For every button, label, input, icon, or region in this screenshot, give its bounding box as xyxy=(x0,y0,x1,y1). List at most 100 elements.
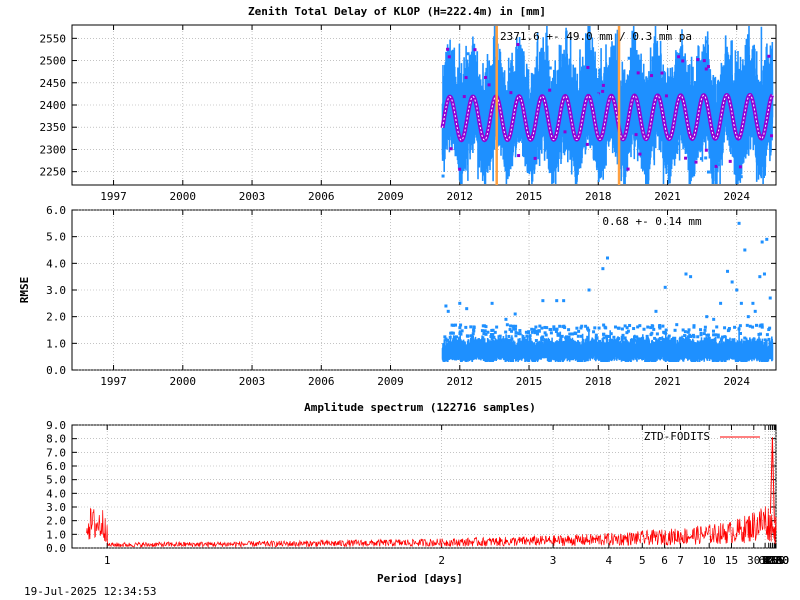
rmse-scatter-point xyxy=(703,337,707,341)
ztd-outlier-point xyxy=(446,47,450,51)
x-tick-label: 2012 xyxy=(447,375,474,388)
ztd-outlier-point xyxy=(466,52,470,56)
rmse-scatter-point xyxy=(667,334,671,338)
rmse-scatter-point xyxy=(554,330,558,334)
rmse-scatter-point xyxy=(716,335,720,339)
rmse-scatter-point xyxy=(513,327,517,331)
rmse-scatter-point xyxy=(584,324,588,328)
rmse-scatter-point xyxy=(758,324,762,328)
rmse-scatter-point xyxy=(604,334,608,338)
rmse-scatter-point xyxy=(767,337,771,341)
rmse-outlier-point xyxy=(760,240,764,244)
x-tick-label: 2009 xyxy=(377,190,404,203)
rmse-scatter-point xyxy=(511,324,515,328)
y-tick-label: 9.0 xyxy=(46,419,66,432)
ztd-outlier-point xyxy=(706,65,710,69)
rmse-scatter-point xyxy=(712,333,716,337)
legend-label: ZTD-FODITS xyxy=(644,430,710,443)
rmse-scatter-point xyxy=(745,323,749,327)
rmse-scatter-point xyxy=(606,334,610,338)
rmse-scatter-point xyxy=(472,329,476,333)
rmse-scatter-point xyxy=(703,325,707,329)
ztd-outlier-point xyxy=(585,142,589,146)
rmse-scatter-point xyxy=(727,327,731,331)
rmse-scatter-point xyxy=(510,337,514,341)
spectrum-title: Amplitude spectrum (122716 samples) xyxy=(304,401,536,414)
ztd-fit-line-center xyxy=(442,94,773,141)
ztd-outliers xyxy=(441,40,774,179)
rmse-scatter-point xyxy=(608,339,612,343)
rmse-scatter-point xyxy=(498,338,502,342)
spectrum-grid xyxy=(72,424,777,549)
ztd-outlier-point xyxy=(677,55,681,59)
rmse-scatter-point xyxy=(586,327,590,331)
rmse-scatter-point xyxy=(688,333,692,337)
rmse-outlier-point xyxy=(726,269,730,273)
rmse-scatter-point xyxy=(633,338,637,342)
rmse-scatter-point xyxy=(444,338,448,342)
rmse-outlier-point xyxy=(765,237,769,241)
ztd-outlier-point xyxy=(626,167,630,171)
rmse-scatter-point xyxy=(623,324,627,328)
rmse-scatter-point xyxy=(721,335,725,339)
rmse-scatter-point xyxy=(687,328,691,332)
ztd-outlier-point xyxy=(650,74,654,78)
ztd-outlier-point xyxy=(706,170,710,174)
rmse-y-axis: 0.0 1.0 2.0 3.0 4.0 5.0 6.0 xyxy=(46,204,776,377)
y-tick-label: 3.0 xyxy=(46,501,66,514)
x-tick-label: 61 xyxy=(758,554,771,567)
y-tick-label: 5.0 xyxy=(46,474,66,487)
rmse-observations xyxy=(441,221,774,362)
x-tick-label: 2021 xyxy=(654,375,681,388)
ztd-title: Zenith Total Delay of KLOP (H=222.4m) in… xyxy=(248,5,546,18)
spectrum-x-axis: 1 2 3 4 5 6 7 10 15 30619112218336573021904380876… xyxy=(104,425,789,567)
ztd-outlier-point xyxy=(586,65,590,69)
rmse-scatter-point xyxy=(451,331,455,335)
ztd-grid xyxy=(72,25,776,185)
rmse-scatter-point xyxy=(532,328,536,332)
ztd-outlier-point xyxy=(464,76,468,80)
rmse-scatter-point xyxy=(452,338,456,342)
ztd-y-axis: 2250 2300 2350 2400 2450 2500 2550 xyxy=(40,32,776,179)
rmse-scatter-point xyxy=(738,331,742,335)
rmse-scatter-point xyxy=(470,338,474,342)
y-tick-label: 2550 xyxy=(40,32,67,45)
rmse-scatter-point xyxy=(493,330,497,334)
rmse-scatter-point xyxy=(703,328,707,332)
rmse-scatter-point xyxy=(569,332,573,336)
rmse-scatter-point xyxy=(628,323,632,327)
rmse-scatter-point xyxy=(528,334,532,338)
x-tick-label: 4380 xyxy=(763,554,790,567)
rmse-scatter-point xyxy=(661,324,665,328)
rmse-outlier-point xyxy=(513,312,517,316)
rmse-scatter-point xyxy=(641,336,645,340)
x-tick-label: 15 xyxy=(725,554,738,567)
x-tick-label: 2015 xyxy=(516,190,543,203)
ztd-outlier-point xyxy=(509,67,513,71)
rmse-scatter-point xyxy=(617,326,621,330)
rmse-scatter-point xyxy=(525,334,529,338)
y-tick-label: 4.0 xyxy=(46,257,66,270)
ztd-outlier-point xyxy=(548,66,552,70)
rmse-scatter-point xyxy=(541,335,545,339)
x-tick-label: 2003 xyxy=(239,375,266,388)
rmse-scatter-point xyxy=(757,332,761,336)
rmse-scatter-point xyxy=(524,338,528,342)
rmse-scatter-point xyxy=(699,328,703,332)
rmse-outlier-point xyxy=(587,288,591,292)
rmse-scatter-point xyxy=(483,324,487,328)
x-tick-label: 2006 xyxy=(308,375,335,388)
rmse-scatter-point xyxy=(530,327,534,331)
rmse-scatter-point xyxy=(454,323,458,327)
ztd-outlier-point xyxy=(704,148,708,152)
rmse-scatter-point xyxy=(635,335,639,339)
rmse-scatter-point xyxy=(567,328,571,332)
ztd-outlier-point xyxy=(739,175,743,179)
rmse-scatter-point xyxy=(595,336,599,340)
rmse-scatter-point xyxy=(715,325,719,329)
ztd-outlier-point xyxy=(461,97,465,101)
rmse-scatter-point xyxy=(658,336,662,340)
ztd-annotation: 2371.6 +- 49.0 mm / 0.3 mm pa xyxy=(500,30,692,43)
rmse-scatter-point xyxy=(748,324,752,328)
rmse-scatter-point xyxy=(514,331,518,335)
